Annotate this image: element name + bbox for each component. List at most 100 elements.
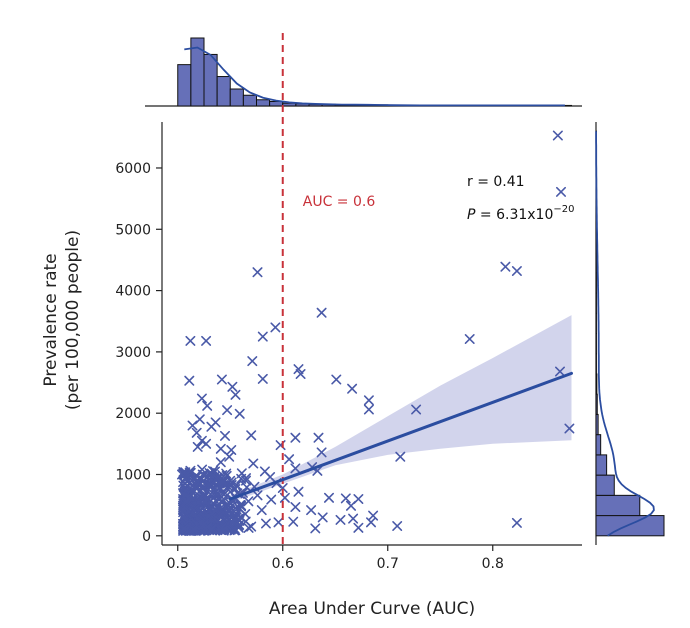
data-point [257, 373, 268, 384]
data-point [248, 458, 259, 469]
data-point [555, 366, 565, 377]
data-point [273, 517, 284, 528]
top-hist-bar [269, 100, 284, 107]
data-point [189, 525, 200, 536]
right-hist-bar [595, 393, 598, 415]
data-point [223, 499, 234, 510]
data-point [226, 445, 237, 455]
data-point [224, 451, 235, 462]
data-point [218, 489, 229, 500]
data-point [313, 432, 324, 443]
y-tick-label: 1000 [115, 468, 151, 484]
y-tick-label: 2000 [115, 406, 151, 422]
data-point [324, 492, 334, 503]
data-point [216, 374, 227, 385]
data-point [187, 420, 198, 431]
top-hist-bar [242, 94, 257, 107]
data-point [331, 374, 342, 385]
data-point [218, 525, 229, 536]
regression-line [228, 371, 573, 501]
data-point [347, 383, 358, 394]
data-point [185, 465, 196, 476]
data-point [211, 473, 222, 484]
data-point [215, 457, 226, 468]
right-marginal-histogram [595, 122, 665, 545]
correlation-label: r = 0.41 [467, 174, 525, 190]
data-point [246, 521, 257, 532]
right-hist-bar [595, 515, 665, 537]
data-point [193, 497, 204, 508]
data-point [392, 521, 403, 531]
data-point [293, 364, 304, 375]
y-tick-label: 0 [142, 529, 151, 545]
data-point [256, 505, 267, 516]
data-point [290, 463, 301, 474]
data-point [511, 517, 522, 528]
data-point [197, 464, 208, 475]
data-point [215, 443, 226, 454]
right-density-curve [595, 131, 655, 537]
right-hist-bar [595, 413, 599, 436]
data-point [500, 261, 511, 272]
data-point [252, 490, 263, 501]
data-point [316, 307, 327, 318]
p-exponent: −20 [553, 204, 574, 215]
data-point [236, 468, 247, 479]
data-point [229, 514, 240, 525]
data-point [189, 473, 200, 484]
data-point [201, 335, 212, 346]
y-axis-title-line2: (per 100,000 people) [63, 230, 83, 410]
x-tick-label: 0.8 [482, 556, 504, 572]
data-point [177, 469, 187, 480]
data-point [348, 513, 359, 524]
y-axis-title-line1: Prevalence rate [41, 253, 61, 386]
data-point [206, 421, 217, 432]
confidence-band [230, 315, 572, 503]
data-point [316, 447, 327, 458]
y-tick-label: 5000 [115, 222, 151, 238]
top-hist-bar [229, 88, 244, 107]
data-point [340, 493, 351, 504]
data-point [217, 507, 228, 518]
data-point [178, 523, 189, 534]
data-point [363, 404, 374, 415]
right-hist-bar [595, 474, 615, 496]
y-tick-label: 6000 [115, 161, 151, 177]
top-hist-bar [256, 99, 271, 107]
data-point [243, 522, 254, 533]
right-hist-bar [595, 494, 641, 517]
x-tick-label: 0.5 [167, 556, 189, 572]
data-point [234, 408, 245, 419]
data-point [227, 381, 238, 392]
data-point [178, 488, 189, 499]
data-point [556, 186, 566, 197]
data-point [202, 400, 213, 411]
data-point [196, 435, 207, 446]
data-point [196, 393, 207, 404]
right-hist-bar [595, 373, 598, 395]
x-axis-title: Area Under Curve (AUC) [269, 599, 475, 619]
right-hist-bar [595, 454, 608, 476]
data-point [184, 375, 195, 386]
top-marginal-histogram [145, 37, 582, 107]
data-point [180, 496, 190, 507]
top-hist-bar [203, 53, 218, 107]
data-point [191, 427, 202, 438]
data-point [201, 494, 212, 504]
data-point [353, 522, 364, 533]
p-symbol: P [467, 207, 476, 223]
data-point [257, 331, 268, 342]
scatter-points [177, 130, 575, 536]
data-point [199, 469, 209, 480]
data-point [241, 475, 251, 486]
data-point [198, 520, 208, 531]
data-point [252, 267, 263, 278]
data-point [214, 483, 225, 494]
data-point [564, 423, 575, 434]
data-point [293, 486, 304, 497]
y-tick-label: 3000 [115, 345, 151, 361]
x-tick-label: 0.7 [377, 556, 399, 572]
data-point [189, 504, 199, 515]
p-value-label: P = 6.31x10−20 [467, 204, 574, 223]
